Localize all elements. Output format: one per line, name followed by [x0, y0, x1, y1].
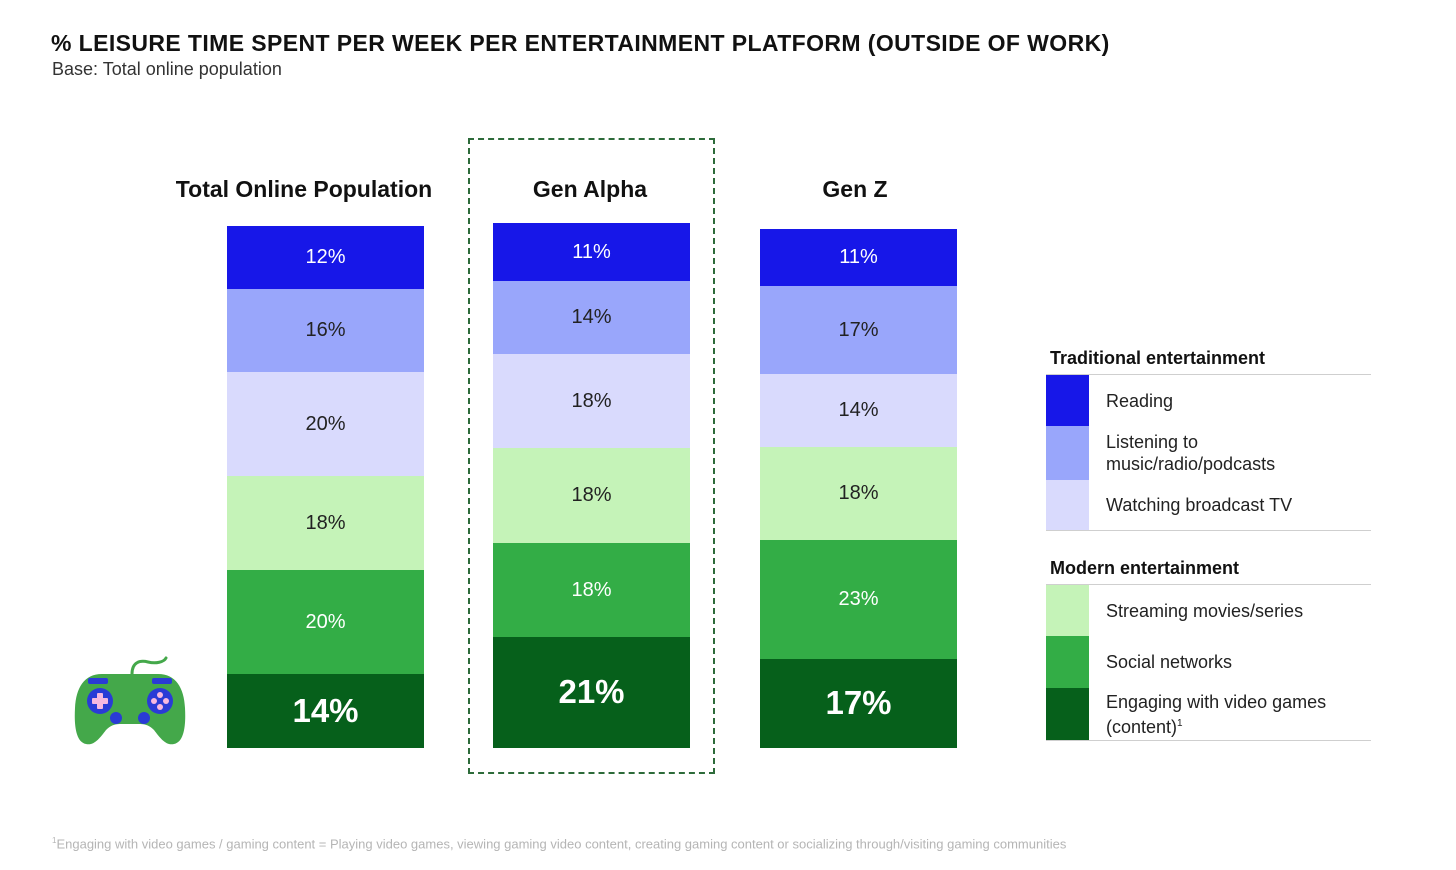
- column-title-gen-alpha: Gen Alpha: [532, 176, 648, 202]
- data-label: 18%: [571, 389, 612, 412]
- footnote: 1Engaging with video games / gaming cont…: [52, 836, 1066, 851]
- data-label: 14%: [838, 399, 879, 422]
- data-label: 20%: [305, 412, 346, 435]
- bar-segment-listening-gen-z: 17%: [760, 285, 957, 375]
- gamepad-icon: [72, 656, 188, 753]
- legend-label: Reading: [1106, 390, 1174, 411]
- data-label: 11%: [572, 240, 611, 263]
- stacked-bar-gen-z: 11% 17% 14% 18% 23% 17%: [760, 229, 957, 748]
- legend-group-title: Modern entertainment: [1050, 558, 1240, 578]
- data-label: 17%: [838, 318, 879, 341]
- bar-segment-reading-gen-alpha: 11%: [493, 223, 690, 282]
- bar-segment-games-gen-z: 17%: [760, 658, 957, 748]
- legend-item-streaming: Streaming movies/series: [1046, 585, 1371, 636]
- legend-swatch-listening: [1046, 426, 1089, 480]
- legend-label: Streaming movies/series: [1106, 600, 1304, 621]
- legend-item-reading: Reading: [1046, 375, 1371, 426]
- data-label: 18%: [571, 484, 612, 507]
- bar-segment-reading-total: 12%: [227, 226, 424, 290]
- bar-segment-streaming-gen-z: 18%: [760, 446, 957, 541]
- bar-segment-tv-total: 20%: [227, 371, 424, 477]
- legend-label: Social networks: [1106, 652, 1233, 672]
- data-label: 14%: [292, 691, 359, 729]
- bar-segment-listening-total: 16%: [227, 288, 424, 373]
- data-label: 12%: [305, 246, 346, 269]
- column-title-total: Total Online Population: [175, 176, 433, 202]
- legend-label-line: music/radio/podcasts: [1106, 454, 1276, 474]
- legend-swatch-tv: [1046, 480, 1089, 530]
- bar-segment-social-gen-z: 23%: [760, 539, 957, 660]
- footnote-marker: 1: [52, 836, 57, 845]
- legend-label-line: Engaging with video games: [1106, 691, 1327, 712]
- bar-segment-streaming-gen-alpha: 18%: [493, 448, 690, 544]
- data-label: 11%: [839, 246, 878, 269]
- data-label: 18%: [571, 578, 612, 601]
- column-title-gen-z: Gen Z: [822, 176, 888, 202]
- legend-item-tv: Watching broadcast TV: [1046, 480, 1371, 530]
- data-label: 21%: [558, 673, 625, 711]
- legend-group-title: Traditional entertainment: [1050, 348, 1266, 368]
- data-label: 16%: [305, 318, 346, 341]
- legend-label: Watching broadcast TV: [1106, 495, 1293, 515]
- bar-segment-tv-gen-alpha: 18%: [493, 354, 690, 449]
- legend-traditional: Traditional entertainment Reading Listen…: [1046, 348, 1371, 531]
- data-label: 18%: [838, 481, 879, 504]
- data-label: 14%: [571, 306, 612, 329]
- bar-segment-listening-gen-alpha: 14%: [493, 280, 690, 355]
- bar-segment-reading-gen-z: 11%: [760, 229, 957, 287]
- bar-segment-streaming-total: 18%: [227, 476, 424, 571]
- stacked-bar-gen-alpha: 11% 14% 18% 18% 18% 21%: [493, 223, 690, 748]
- bar-segment-social-gen-alpha: 18%: [493, 542, 690, 638]
- legend-swatch-social: [1046, 636, 1089, 688]
- bar-segment-games-total: 14%: [227, 674, 424, 748]
- chart-title: % LEISURE TIME SPENT PER WEEK PER ENTERT…: [51, 30, 1110, 56]
- footnote-marker: 1: [1177, 717, 1183, 729]
- legend-modern: Modern entertainment Streaming movies/se…: [1046, 558, 1371, 741]
- legend-label-line: (content)1: [1106, 713, 1326, 738]
- legend-item-social: Social networks: [1046, 636, 1371, 688]
- data-label: 20%: [305, 610, 346, 633]
- chart-subtitle: Base: Total online population: [52, 59, 282, 79]
- legend-label: Listening to music/radio/podcasts: [1089, 431, 1275, 475]
- data-label: 18%: [305, 511, 346, 534]
- legend-item-games: Engaging with video games (content)1: [1046, 688, 1371, 740]
- legend-swatch-streaming: [1046, 585, 1089, 636]
- legend-label-line: Listening to: [1106, 432, 1199, 452]
- legend-label-text: (content): [1106, 716, 1178, 737]
- data-label: 23%: [838, 588, 879, 611]
- stacked-bar-total: 12% 16% 20% 18% 20% 14%: [227, 226, 424, 748]
- data-label: 17%: [825, 684, 892, 722]
- bar-segment-games-gen-alpha: 21%: [493, 636, 690, 748]
- legend-item-listening: Listening to music/radio/podcasts: [1046, 426, 1371, 480]
- bar-segment-social-total: 20%: [227, 569, 424, 675]
- legend-label: Engaging with video games (content)1: [1089, 691, 1326, 738]
- footnote-text: Engaging with video games / gaming conte…: [56, 836, 1067, 852]
- bar-segment-tv-gen-z: 14%: [760, 374, 957, 448]
- legend-swatch-games: [1046, 688, 1089, 740]
- legend-swatch-reading: [1046, 375, 1089, 426]
- gen-alpha-highlight-box: [468, 138, 715, 774]
